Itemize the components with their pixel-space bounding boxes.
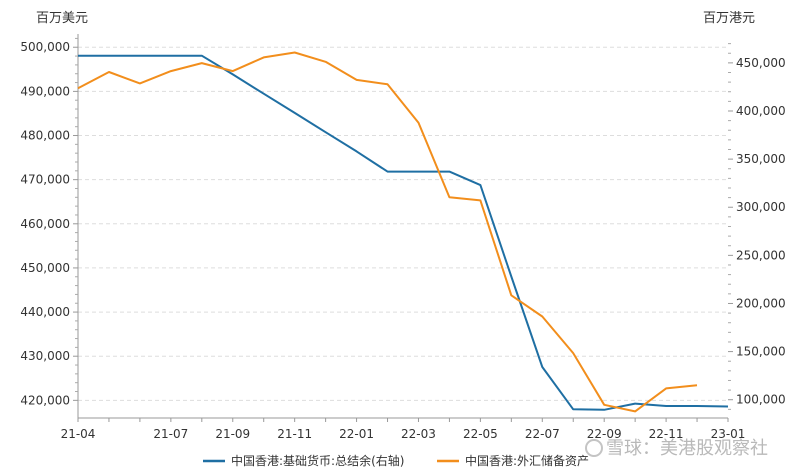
x-tick-label: 21-07: [153, 427, 188, 441]
legend-label: 中国香港:外汇储备资产: [465, 453, 589, 468]
left-tick-label: 470,000: [20, 173, 70, 187]
right-tick-label: 400,000: [736, 104, 786, 118]
left-tick-label: 460,000: [20, 217, 70, 231]
x-tick-label: 23-01: [711, 427, 746, 441]
x-tick-label: 22-07: [525, 427, 560, 441]
left-tick-label: 430,000: [20, 349, 70, 363]
left-tick-label: 420,000: [20, 393, 70, 407]
left-tick-label: 450,000: [20, 261, 70, 275]
left-tick-label: 480,000: [20, 129, 70, 143]
right-tick-label: 150,000: [736, 345, 786, 359]
legend-label: 中国香港:基础货币:总结余(右轴): [231, 453, 404, 468]
left-axis-unit: 百万美元: [36, 11, 88, 26]
series-line-1: [77, 51, 698, 413]
series-group: [77, 51, 729, 413]
x-tick-label: 22-01: [339, 427, 374, 441]
series-line-0: [78, 54, 729, 411]
left-tick-label: 490,000: [20, 84, 70, 98]
left-tick-label: 440,000: [20, 305, 70, 319]
right-axis-ticks: 100,000 150,000 200,000 250,000 300,000 350,0…: [728, 43, 786, 410]
x-tick-label: 21-04: [61, 427, 96, 441]
left-tick-label: 500,000: [20, 40, 70, 54]
watermark-logo-icon: [585, 439, 603, 457]
x-axis-ticks: 21-04 21-07 21-09 21-11 22-01 22-03 22-05 22-07…: [61, 418, 746, 441]
right-axis-unit: 百万港元: [703, 11, 755, 26]
legend: 中国香港:基础货币:总结余(右轴) 中国香港:外汇储备资产: [203, 453, 589, 468]
right-tick-label: 350,000: [736, 152, 786, 166]
right-tick-label: 300,000: [736, 200, 786, 214]
x-tick-label: 22-11: [649, 427, 684, 441]
x-tick-label: 22-03: [401, 427, 436, 441]
x-tick-label: 22-05: [463, 427, 498, 441]
right-tick-label: 250,000: [736, 248, 786, 262]
right-tick-label: 200,000: [736, 296, 786, 310]
right-tick-label: 100,000: [736, 393, 786, 407]
grid-lines: [78, 46, 728, 401]
left-axis-ticks: 420,000 430,000 440,000 450,000 460,000 470,0…: [20, 37, 78, 407]
x-tick-label: 21-11: [277, 427, 312, 441]
x-tick-label: 21-09: [215, 427, 250, 441]
watermark-text: 雪球：美港股观察社: [606, 438, 768, 459]
x-tick-label: 22-09: [587, 427, 622, 441]
right-tick-label: 450,000: [736, 56, 786, 70]
